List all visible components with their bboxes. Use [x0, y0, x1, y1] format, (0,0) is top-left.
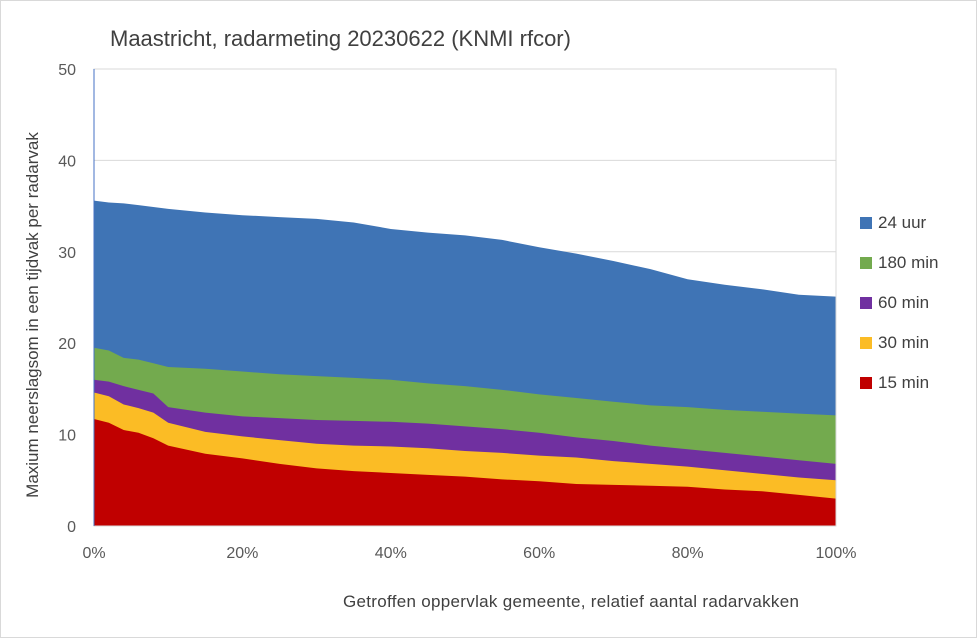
area-series-4: [94, 419, 836, 526]
legend-item: 30 min: [860, 323, 938, 363]
y-tick-label: 20: [58, 336, 76, 353]
y-tick-label: 0: [67, 519, 76, 536]
legend-item: 24 uur: [860, 203, 938, 243]
y-tick-label: 30: [58, 245, 76, 262]
legend-item: 180 min: [860, 243, 938, 283]
legend-swatch: [860, 337, 872, 349]
x-tick-label: 100%: [816, 545, 857, 562]
legend-swatch: [860, 377, 872, 389]
y-tick-label: 40: [58, 153, 76, 170]
legend-swatch: [860, 257, 872, 269]
legend-label: 24 uur: [878, 213, 927, 232]
legend-swatch: [860, 217, 872, 229]
legend-swatch: [860, 297, 872, 309]
x-tick-label: 0%: [82, 545, 105, 562]
x-tick-label: 80%: [672, 545, 704, 562]
x-tick-label: 60%: [523, 545, 555, 562]
x-tick-label: 40%: [375, 545, 407, 562]
legend-item: 60 min: [860, 283, 938, 323]
y-tick-label: 50: [58, 62, 76, 79]
legend-label: 60 min: [878, 293, 930, 312]
y-tick-label: 10: [58, 428, 76, 445]
chart-title: Maastricht, radarmeting 20230622 (KNMI r…: [110, 26, 571, 51]
x-axis-title: Getroffen oppervlak gemeente, relatief a…: [343, 592, 800, 611]
x-tick-label: 20%: [226, 545, 258, 562]
legend: 24 uur 180 min 60 min 30 min 15 min: [860, 203, 938, 403]
legend-label: 30 min: [878, 333, 930, 352]
legend-label: 15 min: [878, 373, 930, 392]
legend-item: 15 min: [860, 363, 938, 403]
legend-label: 180 min: [878, 253, 939, 272]
